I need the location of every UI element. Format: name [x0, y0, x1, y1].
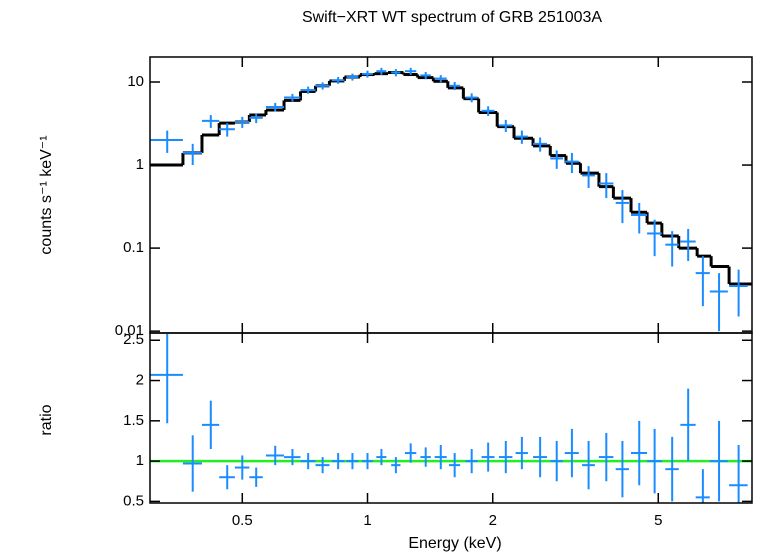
y-tick-label: 0.1 — [123, 239, 144, 256]
x-tick-label: 2 — [489, 512, 497, 529]
y-tick-label: 0.5 — [123, 492, 144, 509]
plot-frame — [149, 332, 753, 504]
y-tick-label: 1 — [136, 156, 144, 173]
y-tick-label: 2.5 — [123, 331, 144, 348]
y-tick-label: 1 — [136, 452, 144, 469]
y-tick-label: 1.5 — [123, 412, 144, 429]
x-axis-label: Energy (keV) — [408, 535, 501, 552]
y-axis-label: counts s⁻¹ keV⁻¹ — [38, 135, 55, 254]
x-tick-label: 1 — [363, 512, 371, 529]
chart-title: Swift−XRT WT spectrum of GRB 251003A — [302, 9, 602, 26]
y-tick-label: 0.01 — [115, 322, 144, 339]
y-tick-label: 10 — [127, 73, 144, 90]
y-tick-label: 2 — [136, 372, 144, 389]
x-tick-label: 5 — [654, 512, 662, 529]
x-tick-label: 0.5 — [232, 512, 253, 529]
y-axis-label: ratio — [38, 404, 55, 435]
plot-frame — [149, 56, 753, 334]
